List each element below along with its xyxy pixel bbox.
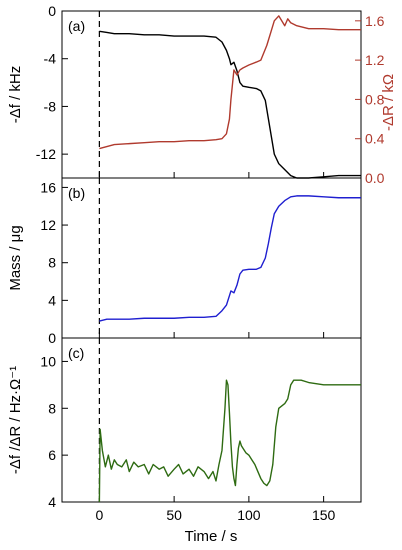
y-axis-label: -Δf / kHz bbox=[7, 66, 24, 124]
y-tick-label: 8 bbox=[48, 255, 56, 271]
y2-tick-label: 0.0 bbox=[365, 170, 385, 186]
y2-tick-label: 1.2 bbox=[365, 52, 385, 68]
y2-axis-label: -ΔR / kΩ bbox=[380, 74, 397, 131]
y-tick-label: -12 bbox=[36, 146, 56, 162]
series-line-1 bbox=[99, 15, 361, 150]
series-line-0 bbox=[99, 30, 361, 179]
plot-frame bbox=[61, 10, 362, 179]
plot-frame bbox=[61, 177, 362, 339]
y-axis-label: Mass / μg bbox=[7, 225, 24, 290]
y-tick-label: -4 bbox=[44, 51, 57, 67]
y-tick-label: 0 bbox=[48, 3, 56, 19]
y-tick-label: 10 bbox=[40, 353, 56, 369]
y-tick-label: 16 bbox=[40, 179, 56, 195]
y-tick-label: 4 bbox=[48, 292, 56, 308]
series-line-0 bbox=[98, 379, 361, 503]
panel-a: 0 -4 -8 -12 0.0 0.4 0.8 1.2 1.6 -ΔR / kΩ -Δf / kHz… bbox=[7, 3, 397, 186]
y-tick-label: 6 bbox=[48, 447, 56, 463]
panel-c: 0 50 100 150 4 6 8 10 -Δf /ΔR / Hz·Ω⁻¹ (c) bbox=[7, 337, 362, 523]
y2-tick-label: 1.6 bbox=[365, 13, 385, 29]
y2-tick-label: 0.4 bbox=[365, 131, 385, 147]
x-tick-label: 150 bbox=[312, 507, 336, 523]
x-tick-label: 0 bbox=[95, 507, 103, 523]
y-tick-label: 4 bbox=[48, 494, 56, 510]
y-tick-label: 0 bbox=[48, 330, 56, 346]
panel-label: (c) bbox=[68, 345, 84, 361]
y-tick-label: -8 bbox=[44, 98, 57, 114]
series-line-0 bbox=[99, 195, 361, 322]
panel-label: (a) bbox=[68, 18, 85, 34]
plot-frame bbox=[61, 337, 362, 503]
y-tick-label: 8 bbox=[48, 400, 56, 416]
panel-b: 0 4 8 12 16 Mass / μg (b) bbox=[7, 177, 362, 346]
x-axis-label: Time / s bbox=[185, 528, 238, 545]
y-axis-label: -Δf /ΔR / Hz·Ω⁻¹ bbox=[7, 366, 24, 474]
x-tick-label: 100 bbox=[237, 507, 261, 523]
y-tick-label: 12 bbox=[40, 217, 56, 233]
x-tick-label: 50 bbox=[166, 507, 182, 523]
panel-label: (b) bbox=[68, 185, 85, 201]
y2-tick-label: 0.8 bbox=[365, 91, 385, 107]
